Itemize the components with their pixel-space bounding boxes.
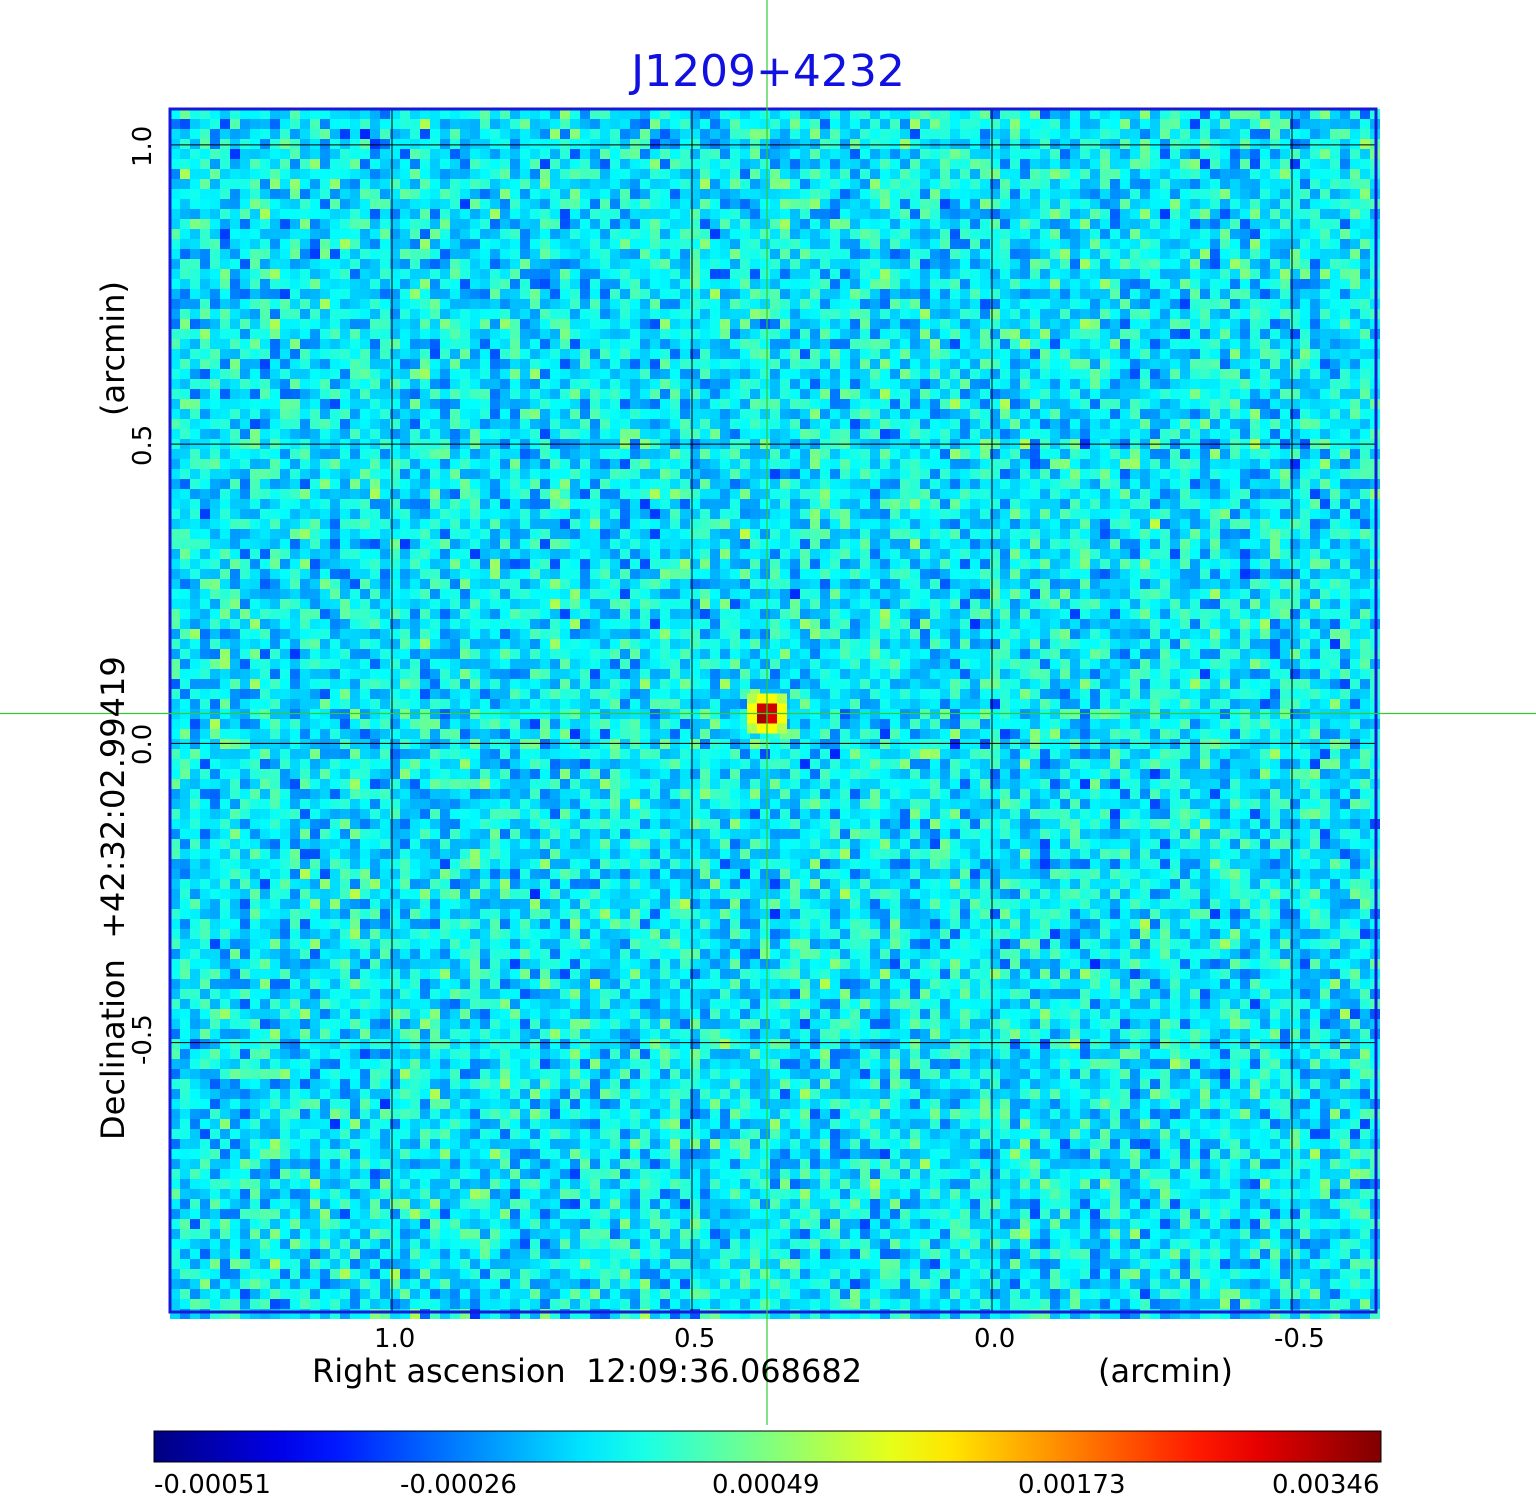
colorbar [154,1431,1381,1462]
x-tick-label: 0.0 [974,1324,1015,1354]
x-tick-label: -0.5 [1274,1324,1325,1354]
x-axis-unit: (arcmin) [1098,1352,1233,1390]
y-axis-unit: (arcmin) [94,281,132,416]
colorbar-gradient [154,1431,1381,1462]
x-tick-label: 1.0 [374,1324,415,1354]
colorbar-tick-label: -0.00051 [154,1470,271,1500]
colorbar-tick-label: 0.00346 [1272,1470,1380,1500]
y-axis-label: Declination +42:32:02.99419 [94,656,132,1140]
colorbar-tick-label: -0.00026 [400,1470,517,1500]
x-tick-label: 0.5 [674,1324,715,1354]
y-tick-label: -0.5 [128,1014,158,1065]
chart-title: J1209+4232 [0,46,1536,97]
x-axis-label: Right ascension 12:09:36.068682 [312,1352,862,1390]
y-tick-label: 0.5 [128,425,158,466]
colorbar-tick-label: 0.00173 [1018,1470,1126,1500]
colorbar-tick-label: 0.00049 [712,1470,820,1500]
y-tick-label: 0.0 [128,724,158,765]
y-tick-label: 1.0 [128,126,158,167]
